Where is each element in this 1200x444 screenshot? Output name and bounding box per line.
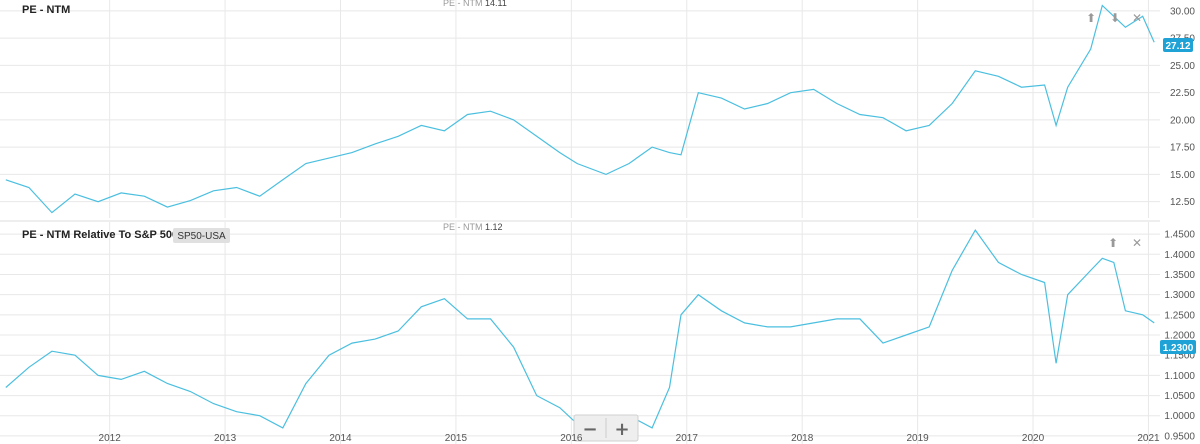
- y-tick-label: 12.50: [1170, 197, 1195, 208]
- y-tick-label: 1.1500: [1164, 351, 1195, 362]
- x-tick-label: 2016: [560, 433, 583, 444]
- y-tick-label: 1.4500: [1164, 230, 1195, 241]
- close-panel-control-relative[interactable]: ✕: [1132, 236, 1142, 250]
- zoom-in-button[interactable]: +: [614, 419, 629, 440]
- benchmark-tag-text[interactable]: SP50-USA: [177, 231, 226, 242]
- x-tick-label: 2014: [329, 433, 352, 444]
- x-tick-label: 2018: [791, 433, 814, 444]
- x-tick-label: 2020: [1022, 433, 1045, 444]
- hover-readout-value-relative: 1.12: [485, 222, 503, 232]
- arrow-down-icon[interactable]: ⬇: [1110, 11, 1120, 25]
- x-tick-label: 2019: [906, 433, 929, 444]
- y-tick-label: 1.1000: [1164, 371, 1195, 382]
- arrow-up-icon[interactable]: ⬆: [1108, 236, 1118, 250]
- move-up-control-relative[interactable]: ⬆: [1108, 236, 1118, 250]
- series-line-pe-relative: [5, 228, 1155, 429]
- panel-pe-ntm: PE - NTM PE - NTM 14.11 30.0027.5025.002…: [0, 0, 1195, 218]
- move-down-control[interactable]: ⬇: [1110, 11, 1120, 25]
- y-axis-ticks-pe-relative: 1.4500 1.4000 1.3500 1.3000 1.2500 1.2000 1.15…: [1164, 230, 1195, 443]
- benchmark-tag[interactable]: SP50-USA: [173, 228, 230, 243]
- last-value-badge-pe-relative: 1.2300: [1160, 340, 1196, 354]
- zoom-out-button[interactable]: −: [582, 419, 597, 440]
- x-axis-ticks: 2012 2013 2014 2015 2016 2017 2018 2019 2020 2021: [99, 433, 1160, 444]
- last-value-badge-bg: [1163, 38, 1193, 52]
- close-panel-control[interactable]: ✕: [1132, 11, 1142, 25]
- x-tick-label: 2013: [214, 433, 237, 444]
- panel-title-pe-relative: PE - NTM Relative To S&P 500: [22, 229, 178, 241]
- panel-pe-ntm-grid: [0, 0, 1160, 218]
- y-tick-label: 1.2000: [1164, 331, 1195, 342]
- x-tick-label: 2012: [99, 433, 122, 444]
- panel-pe-relative: PE - NTM Relative To S&P 500 SP50-USA PE…: [0, 222, 1196, 444]
- hover-readout-label: PE - NTM 14.11: [443, 0, 507, 8]
- last-value-badge-text: 27.12: [1165, 41, 1190, 52]
- close-icon[interactable]: ✕: [1132, 236, 1142, 250]
- y-tick-label: 0.9500: [1164, 431, 1195, 442]
- last-value-badge-bg-relative: [1160, 340, 1196, 354]
- arrow-up-icon[interactable]: ⬆: [1086, 11, 1096, 25]
- y-tick-label: 20.00: [1170, 115, 1195, 126]
- y-tick-label: 22.50: [1170, 88, 1195, 99]
- y-tick-label: 1.3500: [1164, 270, 1195, 281]
- x-tick-label: 2017: [676, 433, 699, 444]
- zoom-controls: − +: [573, 414, 639, 442]
- y-tick-label: 25.00: [1170, 61, 1195, 72]
- x-tick-label: 2015: [445, 433, 468, 444]
- last-value-badge-pe-ntm: 27.12: [1163, 38, 1193, 52]
- panel-title-pe-ntm: PE - NTM: [22, 4, 70, 16]
- last-value-badge-text-relative: 1.2300: [1163, 343, 1194, 354]
- x-tick-label: 2021: [1137, 433, 1160, 444]
- hover-readout-label-relative: PE - NTM 1.12: [443, 222, 503, 232]
- y-tick-label: 15.00: [1170, 170, 1195, 181]
- close-icon[interactable]: ✕: [1132, 11, 1142, 25]
- hover-readout-value: 14.11: [485, 0, 507, 8]
- y-tick-label: 1.4000: [1164, 250, 1195, 261]
- panel-pe-relative-grid: [0, 222, 1160, 444]
- benchmark-tag-bg: [173, 228, 230, 243]
- y-tick-label: 1.0500: [1164, 391, 1195, 402]
- y-tick-label: 17.50: [1170, 143, 1195, 154]
- y-tick-label: 1.0000: [1164, 411, 1195, 422]
- series-line-pe-ntm: [5, 4, 1155, 214]
- y-tick-label: 1.3000: [1164, 290, 1195, 301]
- move-up-control[interactable]: ⬆: [1086, 11, 1096, 25]
- y-tick-label: 1.2500: [1164, 310, 1195, 321]
- y-tick-label: 30.00: [1170, 6, 1195, 17]
